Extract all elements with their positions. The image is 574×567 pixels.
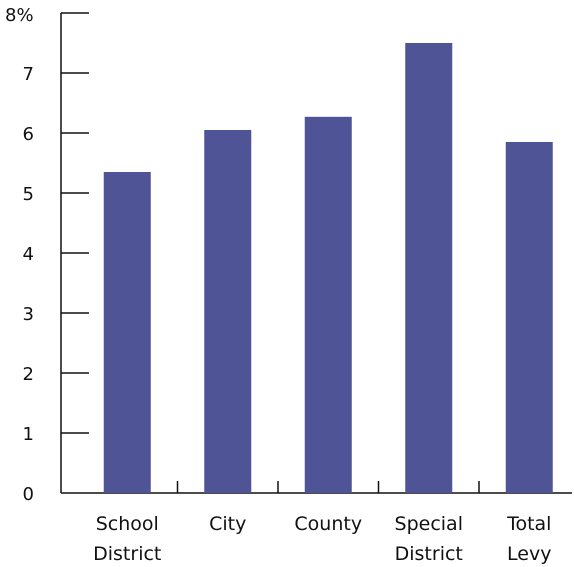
x-axis-labels: School District City County Special District T… bbox=[93, 513, 551, 565]
x-category-label: County bbox=[294, 513, 362, 535]
bar bbox=[103, 172, 151, 493]
y-tick-label: 6 bbox=[23, 124, 34, 145]
y-tick-label: 5 bbox=[23, 184, 34, 205]
y-tick-label: 1 bbox=[23, 424, 34, 445]
y-tick-label: 4 bbox=[23, 244, 34, 265]
y-tick-label: 0 bbox=[23, 484, 34, 505]
bar bbox=[304, 116, 352, 494]
x-category-label: Special District bbox=[395, 513, 463, 565]
x-category-label: School District bbox=[93, 513, 161, 565]
x-category-label: Total Levy bbox=[506, 513, 551, 565]
x-category-label: City bbox=[209, 513, 246, 535]
y-tick-label: 7 bbox=[23, 64, 34, 85]
bar bbox=[505, 142, 553, 493]
bar bbox=[204, 130, 252, 493]
y-tick-label: 8% bbox=[5, 5, 34, 26]
y-axis: 0 1 2 3 4 5 6 7 8% bbox=[5, 5, 89, 505]
y-tick-label: 3 bbox=[23, 304, 34, 325]
y-tick-label: 2 bbox=[23, 364, 34, 385]
bar bbox=[405, 43, 453, 493]
bars bbox=[103, 43, 553, 494]
